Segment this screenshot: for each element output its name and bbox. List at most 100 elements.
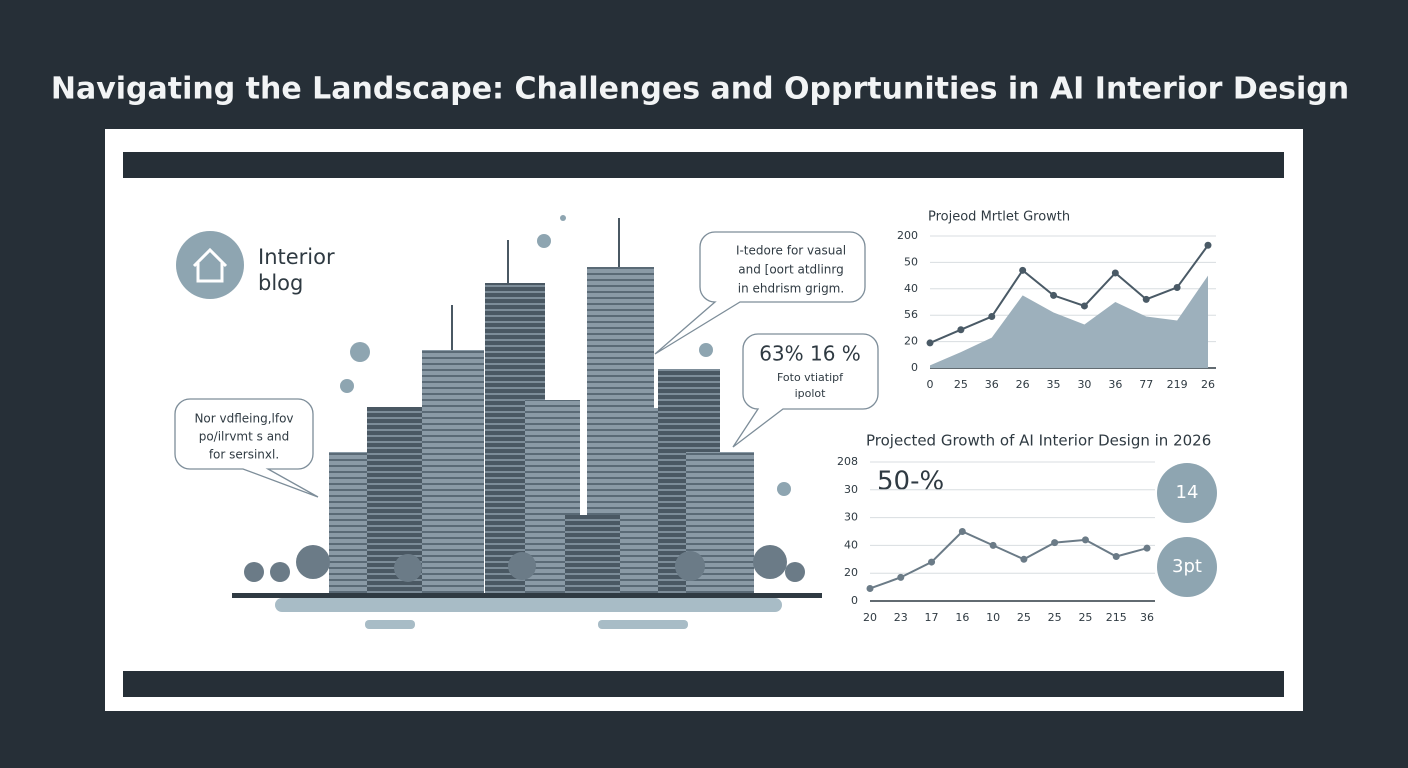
y-tick-label: 30 [844, 483, 858, 496]
bubble-text: for sersinxl. [209, 448, 279, 462]
y-tick-label: 20 [844, 566, 858, 579]
x-tick-label: 25 [954, 378, 968, 391]
x-tick-label: 10 [986, 611, 1000, 624]
point [957, 326, 965, 334]
point [1204, 241, 1212, 249]
point [926, 339, 934, 347]
bubble-text: in ehdrism grigm. [738, 282, 844, 296]
bubble-text: po/ilrvmt s and [199, 430, 290, 444]
point [1142, 295, 1150, 303]
highlight: 50-% [877, 467, 944, 497]
y-tick-label: 0 [851, 594, 858, 607]
top-bar [123, 152, 1284, 178]
y-tick-label: 50 [904, 255, 918, 268]
x-tick-label: 16 [955, 611, 969, 624]
speech-bubbles [174, 231, 879, 498]
stat-circle-text: 3pt [1172, 556, 1202, 577]
x-tick-label: 23 [894, 611, 908, 624]
bottom-bar [123, 671, 1284, 697]
ground [275, 598, 782, 612]
building [422, 350, 484, 594]
logo-icon [192, 247, 228, 283]
point [1051, 539, 1059, 547]
x-tick-label: 25 [1048, 611, 1062, 624]
dot [350, 342, 370, 362]
point [958, 528, 966, 535]
dot [777, 482, 791, 496]
ground [598, 620, 688, 629]
x-tick-label: 0 [927, 378, 934, 391]
dot [699, 343, 713, 357]
building [565, 515, 620, 594]
x-tick-label: 25 [1078, 611, 1092, 624]
x-tick-label: 77 [1139, 378, 1153, 391]
stat-circle-text: 14 [1176, 482, 1199, 503]
y-tick-label: 56 [904, 308, 918, 321]
city-illustration [232, 215, 822, 629]
line [929, 244, 1209, 344]
stat-circle [1157, 537, 1217, 597]
point [988, 313, 996, 321]
y-tick-label: 208 [837, 455, 858, 468]
page-title: Navigating the Landscape: Challenges and… [51, 72, 1349, 107]
y-tick-label: 40 [844, 538, 858, 551]
x-tick-label: 30 [1077, 378, 1091, 391]
tree [296, 545, 330, 579]
stat-circle [1157, 463, 1217, 523]
logo-line: Interior [258, 245, 335, 269]
x-tick-label: 26 [1016, 378, 1030, 391]
point [928, 558, 936, 566]
point [1111, 269, 1119, 277]
tree [785, 562, 805, 582]
street [232, 593, 822, 598]
point [1173, 283, 1181, 291]
x-tick-label: 26 [1201, 378, 1215, 391]
x-tick-label: 17 [925, 611, 939, 624]
chart-title: Projeod Mrtlet Growth [928, 210, 1070, 225]
y-tick-label: 200 [897, 229, 918, 242]
point [1019, 266, 1027, 274]
y-tick-label: 0 [911, 361, 918, 374]
point [1112, 553, 1120, 561]
point [1081, 536, 1089, 544]
bubble-texts: I-tedore for vasual and [oort atdlinrg i… [194, 244, 860, 462]
point [989, 541, 997, 549]
x-tick-label: 25 [1017, 611, 1031, 624]
bubble-text: I-tedore for vasual [736, 244, 846, 258]
bubble-text: Foto vtiatipf [777, 371, 844, 384]
logo: Interior blog [176, 231, 335, 299]
building [329, 452, 369, 594]
x-tick-label: 36 [1108, 378, 1122, 391]
bubble [174, 398, 319, 498]
x-tick-label: 219 [1167, 378, 1188, 391]
line [869, 530, 1148, 590]
tree [675, 551, 705, 581]
tree [244, 562, 264, 582]
bubble-text: Nor vdfleing,lfov [194, 412, 293, 426]
x-tick-label: 20 [863, 611, 877, 624]
point [866, 584, 874, 592]
point [1143, 544, 1151, 552]
tree [508, 552, 536, 580]
x-tick-label: 36 [1140, 611, 1154, 624]
logo-line: blog [258, 271, 303, 295]
logo-circle [176, 231, 244, 299]
bubble-text: ipolot [795, 387, 827, 400]
x-tick-label: 215 [1106, 611, 1127, 624]
dot [340, 379, 354, 393]
bubble-text: 63% 16 % [759, 342, 861, 366]
bubble [654, 231, 866, 355]
tree [753, 545, 787, 579]
chart-title: Projected Growth of AI Interior Design i… [866, 432, 1211, 450]
bubble [732, 333, 879, 448]
y-tick-label: 30 [844, 511, 858, 524]
point [1020, 555, 1028, 563]
ground [365, 620, 415, 629]
dot [537, 234, 551, 248]
tree [270, 562, 290, 582]
area [930, 275, 1208, 368]
dot [560, 215, 566, 221]
y-tick-label: 40 [904, 282, 918, 295]
bubble-text: and [oort atdlinrg [738, 263, 844, 277]
